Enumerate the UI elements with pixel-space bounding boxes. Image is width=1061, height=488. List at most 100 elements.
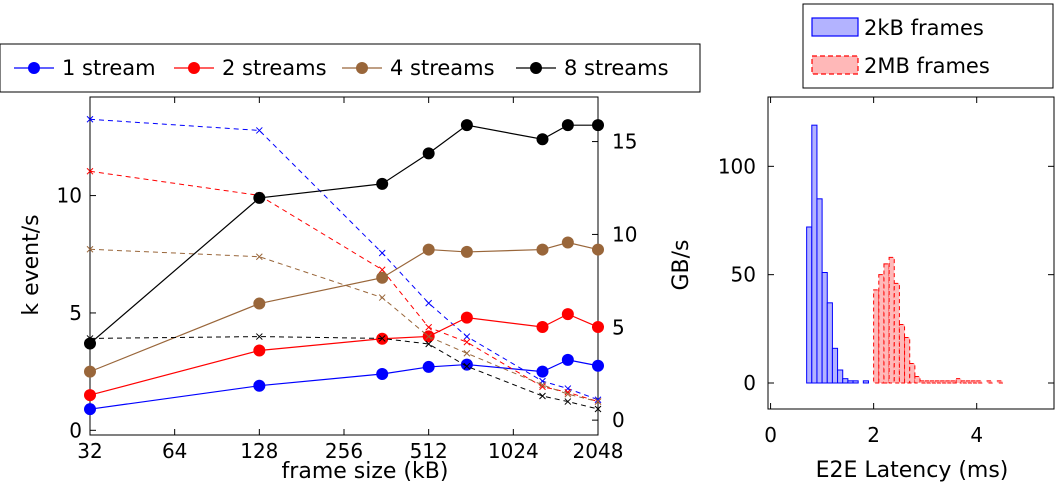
event-rate-line-2 (89, 313, 599, 396)
histogram-bar-2 (929, 380, 936, 384)
line-y-axis-label: k event/s (19, 214, 44, 315)
histogram-bar-1 (821, 272, 828, 384)
histogram-bar-1 (847, 380, 854, 384)
throughput-chart: 1 stream 2 streams 4 streams 8 streams 32 64… (0, 43, 701, 484)
histogram-bar-2 (919, 380, 926, 384)
histogram-bar-1 (852, 380, 859, 384)
event-rate-point (460, 311, 473, 324)
line-y2-tick-label: 15 (612, 130, 637, 154)
histogram-bar-2 (955, 378, 962, 384)
throughput-point (255, 333, 263, 340)
throughput-point (463, 338, 471, 346)
histogram-bar-1 (806, 226, 813, 384)
line-plot-frame (89, 96, 599, 436)
histogram-y-tick-label: 100 (718, 154, 756, 178)
legend-label-2: 2 streams (222, 56, 327, 80)
throughput-point (378, 249, 386, 257)
throughput-line-1 (89, 118, 599, 401)
line-x-tick-label: 1024 (488, 439, 539, 463)
event-rate-point (253, 191, 266, 204)
event-rate-point (253, 344, 266, 357)
histogram-x-tick-label: 4 (970, 423, 983, 447)
histogram-bar-2 (888, 256, 895, 384)
throughput-point (378, 294, 386, 301)
line-x-tick-label: 32 (77, 439, 102, 463)
event-rate-point (536, 243, 549, 256)
histogram-bar-2 (986, 380, 993, 384)
histogram-bars (806, 124, 1003, 384)
throughput-point (564, 390, 572, 398)
histogram-x-tick-label: 2 (867, 423, 880, 447)
event-rate-point (84, 365, 96, 378)
event-rate-point (592, 119, 604, 132)
throughput-point (86, 115, 94, 123)
line-y-tick-label: 10 (57, 184, 82, 208)
histogram-plot-frame (767, 96, 1055, 410)
histogram-legend-label-2: 2MB frames (864, 54, 990, 78)
event-rate-point (253, 379, 266, 392)
throughput-point (564, 398, 572, 405)
line-x-axis-label: frame size (kB) (282, 459, 449, 484)
line-series (84, 115, 604, 416)
line-y-tick-label: 5 (69, 301, 82, 325)
throughput-point (425, 340, 433, 348)
histogram-bar-2 (976, 380, 983, 384)
throughput-point (594, 398, 602, 405)
histogram-bar-1 (811, 124, 818, 384)
histogram-legend-swatch-2 (811, 55, 859, 75)
legend-marker-1 (28, 62, 40, 74)
line-x-tick-label: 2048 (573, 439, 624, 463)
histogram-legend-swatch-1 (811, 17, 859, 37)
histogram-bar-2 (940, 380, 947, 384)
histogram-x-axis-label: E2E Latency (ms) (816, 458, 1009, 483)
line-y2-tick-label: 0 (612, 408, 625, 432)
event-rate-line-4 (89, 124, 598, 344)
event-rate-point (84, 337, 96, 350)
throughput-point (425, 333, 433, 340)
event-rate-point (460, 119, 473, 132)
line-y-tick-label: 0 (69, 418, 82, 442)
line-x-tick-label: 64 (162, 439, 187, 463)
histogram-bar-2 (945, 380, 952, 384)
histogram-legend: 2kB frames 2MB frames (811, 16, 990, 78)
event-rate-point (376, 177, 389, 190)
throughput-point (255, 253, 263, 261)
legend-label-4: 8 streams (564, 56, 669, 80)
histogram-x-tick-label: 0 (764, 423, 777, 447)
throughput-point (539, 381, 546, 389)
event-rate-point (422, 360, 435, 373)
throughput-point (594, 405, 602, 413)
throughput-point (378, 335, 386, 342)
histogram-bar-1 (837, 369, 844, 384)
histogram-bar-2 (873, 289, 880, 384)
event-rate-point (592, 321, 604, 334)
histogram-bar-2 (909, 363, 916, 384)
event-rate-point (460, 245, 473, 258)
event-rate-point (253, 297, 266, 310)
legend-label-1: 1 stream (62, 56, 156, 80)
event-rate-point (561, 353, 574, 366)
event-rate-point (592, 359, 604, 372)
legend-label-3: 4 streams (390, 56, 495, 80)
event-rate-point (536, 365, 549, 378)
line-x-tick-label: 256 (325, 439, 363, 463)
line-axes: 32 64 128 256 512 1024 2048 0 5 10 0 5 10 15 (57, 97, 637, 463)
histogram-y-tick-label: 50 (731, 263, 756, 287)
event-rate-point (592, 243, 604, 256)
histogram-bar-1 (816, 198, 823, 384)
histogram-bar-2 (893, 282, 900, 384)
line-y2-tick-label: 5 (612, 315, 625, 339)
event-rate-point (84, 389, 96, 402)
line-legend: 1 stream 2 streams 4 streams 8 streams (14, 56, 669, 80)
legend-marker-3 (356, 62, 368, 74)
histogram-bar-2 (883, 263, 890, 384)
line-x-tick-label: 128 (240, 439, 278, 463)
histogram-axes: 0 2 4 0 50 100 (718, 97, 1054, 447)
throughput-point (425, 323, 433, 331)
throughput-line-3 (89, 248, 599, 403)
histogram-bar-2 (898, 324, 906, 384)
event-rate-point (460, 358, 473, 371)
line-y2-axis-label: GB/s (669, 239, 694, 290)
event-rate-point (536, 133, 549, 146)
legend-marker-4 (530, 62, 542, 74)
